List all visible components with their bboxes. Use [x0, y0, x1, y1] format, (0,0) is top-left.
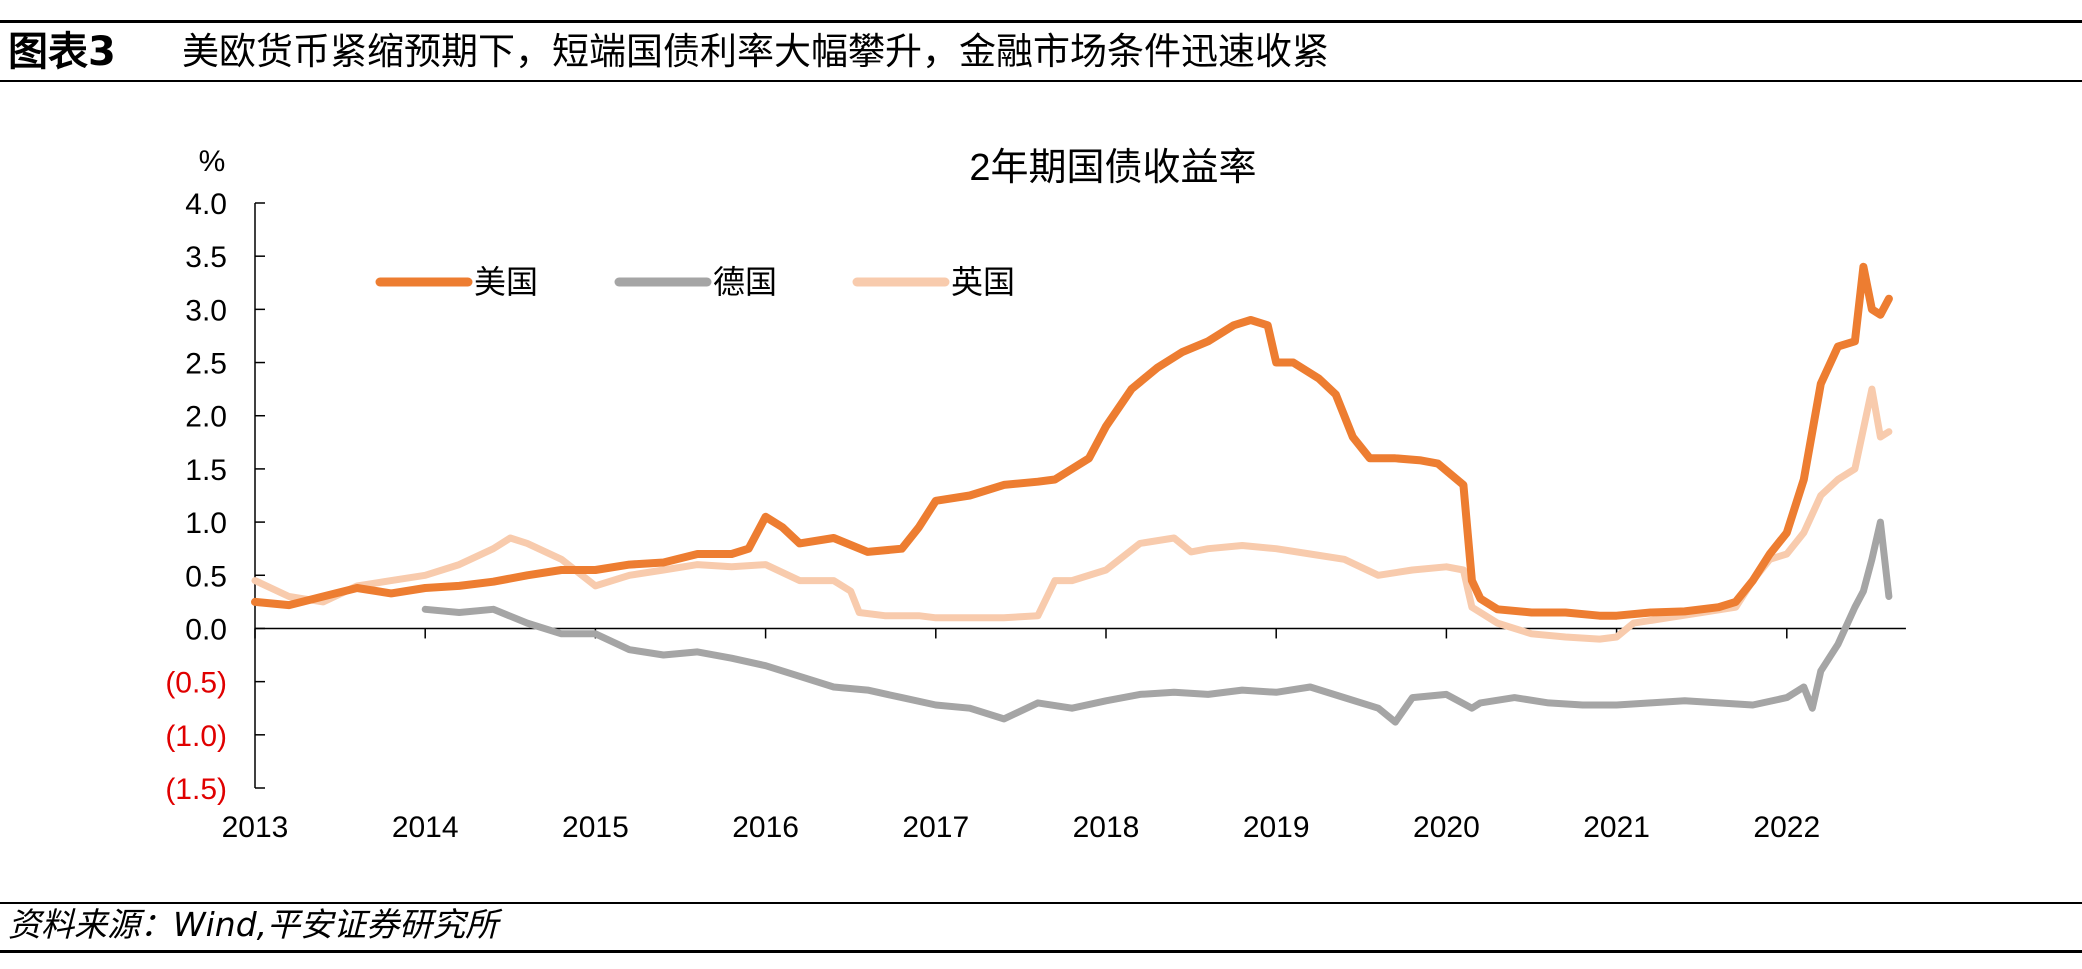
chart-title: 2年期国债收益率 [969, 147, 1256, 189]
x-tick-label: 2015 [562, 811, 629, 844]
header-bottom-rule [0, 80, 2082, 82]
figure-title: 美欧货币紧缩预期下，短端国债利率大幅攀升，金融市场条件迅速收紧 [182, 30, 1329, 73]
header-top-rule [0, 20, 2082, 23]
x-tick-label: 2019 [1243, 811, 1310, 844]
x-tick-label: 2013 [222, 811, 289, 844]
y-tick-label: 2.5 [185, 348, 227, 381]
legend-label-de: 德国 [713, 263, 777, 301]
legend-label-us: 美国 [474, 263, 538, 301]
source-note: 资料来源：Wind,平安证券研究所 [8, 905, 499, 944]
y-tick-label: 4.0 [185, 188, 227, 221]
yield-chart: 2年期国债收益率 % 4.0 3.5 3.0 2.5 2.0 1.5 1.0 0.5 0.0 (0… [165, 145, 1906, 844]
axes: 4.0 3.5 3.0 2.5 2.0 1.5 1.0 0.5 0.0 (0.5) (1.0) (1.… [165, 188, 1906, 844]
x-tick-label: 2017 [902, 811, 969, 844]
footer-top-rule [0, 902, 2082, 904]
y-tick-label: (0.5) [165, 667, 227, 700]
y-tick-label: (1.5) [165, 773, 227, 806]
x-tick-label: 2014 [392, 811, 459, 844]
legend-label-uk: 英国 [951, 263, 1015, 301]
series-line-uk [251, 385, 1893, 643]
legend: 美国 德国 英国 [375, 263, 1015, 301]
series-line-us [251, 262, 1893, 620]
x-tick-label: 2016 [732, 811, 799, 844]
footer-bottom-rule [0, 950, 2082, 953]
y-axis-unit: % [199, 145, 226, 178]
y-tick-label: 1.5 [185, 454, 227, 487]
y-tick-label: 0.5 [185, 560, 227, 593]
figure-label: 图表3 [8, 29, 116, 75]
y-tick-label: 3.0 [185, 294, 227, 327]
y-tick-label: 1.0 [185, 507, 227, 540]
y-tick-label: 0.0 [185, 613, 227, 646]
y-tick-label: 2.0 [185, 401, 227, 434]
y-tick-label: 3.5 [185, 241, 227, 274]
x-tick-label: 2020 [1413, 811, 1480, 844]
x-tick-label: 2022 [1753, 811, 1820, 844]
y-tick-label: (1.0) [165, 720, 227, 753]
series-line-de [421, 518, 1893, 726]
series-lines [251, 262, 1893, 726]
x-tick-label: 2018 [1073, 811, 1140, 844]
x-tick-label: 2021 [1583, 811, 1650, 844]
